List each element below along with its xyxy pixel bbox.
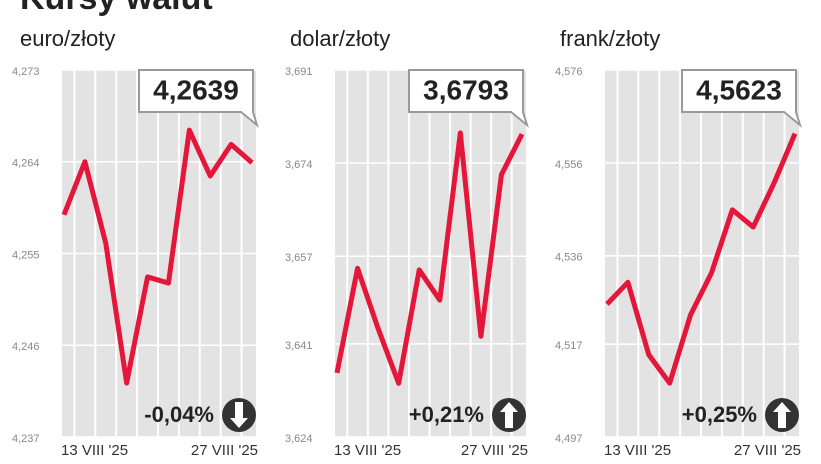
y-tick-label: 4,273 bbox=[12, 66, 40, 78]
y-tick-label: 4,237 bbox=[12, 433, 40, 445]
y-tick-label: 4,517 bbox=[555, 340, 583, 352]
series-line bbox=[61, 127, 254, 386]
change-label: -0,04% bbox=[144, 402, 214, 427]
stripe bbox=[764, 70, 784, 437]
trend-arrow bbox=[230, 402, 248, 428]
page-title: Kursy walut bbox=[20, 0, 213, 17]
y-tick-label: 4,556 bbox=[555, 159, 583, 171]
y-tick-label: 3,674 bbox=[285, 159, 313, 171]
x-tick-label: 27 VIII '25 bbox=[191, 442, 258, 459]
stripe bbox=[409, 70, 429, 437]
y-tick-label: 4,497 bbox=[555, 433, 583, 445]
panel-title: frank/złoty bbox=[560, 26, 660, 51]
stripe bbox=[512, 70, 526, 437]
y-tick-label: 3,657 bbox=[285, 252, 313, 264]
callout-value: 4,5623 bbox=[696, 74, 782, 105]
y-tick-label: 4,255 bbox=[12, 249, 40, 261]
y-tick-label: 4,246 bbox=[12, 341, 40, 353]
trend-arrow bbox=[773, 402, 791, 428]
trend-arrow bbox=[500, 402, 518, 428]
stripe bbox=[681, 70, 700, 437]
y-tick-label: 3,641 bbox=[285, 340, 313, 352]
stripe bbox=[348, 70, 367, 437]
series-line bbox=[605, 132, 798, 386]
panel-title: euro/złoty bbox=[20, 26, 115, 51]
stripe bbox=[660, 70, 680, 437]
x-tick-label: 13 VIII '25 bbox=[334, 442, 401, 459]
stripe bbox=[722, 70, 742, 437]
stripe bbox=[492, 70, 511, 437]
stripe bbox=[702, 70, 721, 437]
stripe bbox=[368, 70, 388, 437]
stripe bbox=[743, 70, 763, 437]
stripe bbox=[618, 70, 638, 437]
stripe bbox=[430, 70, 450, 437]
callout-box bbox=[138, 69, 259, 128]
y-tick-label: 3,691 bbox=[285, 66, 313, 78]
x-tick-label: 27 VIII '25 bbox=[461, 442, 528, 459]
y-tick-label: 4,536 bbox=[555, 252, 583, 264]
change-label: +0,21% bbox=[409, 402, 484, 427]
stripe bbox=[451, 70, 470, 437]
callout-box bbox=[408, 69, 529, 128]
callout-value: 3,6793 bbox=[423, 74, 509, 105]
y-tick-label: 4,576 bbox=[555, 66, 583, 78]
y-tick-label: 3,624 bbox=[285, 433, 313, 445]
stripe bbox=[605, 70, 617, 437]
stripe bbox=[785, 70, 799, 437]
stripe bbox=[639, 70, 659, 437]
callout-box bbox=[681, 69, 802, 128]
x-tick-label: 27 VIII '25 bbox=[734, 442, 801, 459]
panel-title: dolar/złoty bbox=[290, 26, 390, 51]
callout-value: 4,2639 bbox=[153, 74, 239, 105]
change-label: +0,25% bbox=[682, 402, 757, 427]
stripe bbox=[335, 70, 347, 437]
stripe bbox=[471, 70, 491, 437]
x-tick-label: 13 VIII '25 bbox=[61, 442, 128, 459]
y-tick-label: 4,264 bbox=[12, 158, 40, 170]
series-line bbox=[334, 130, 525, 386]
x-tick-label: 13 VIII '25 bbox=[604, 442, 671, 459]
